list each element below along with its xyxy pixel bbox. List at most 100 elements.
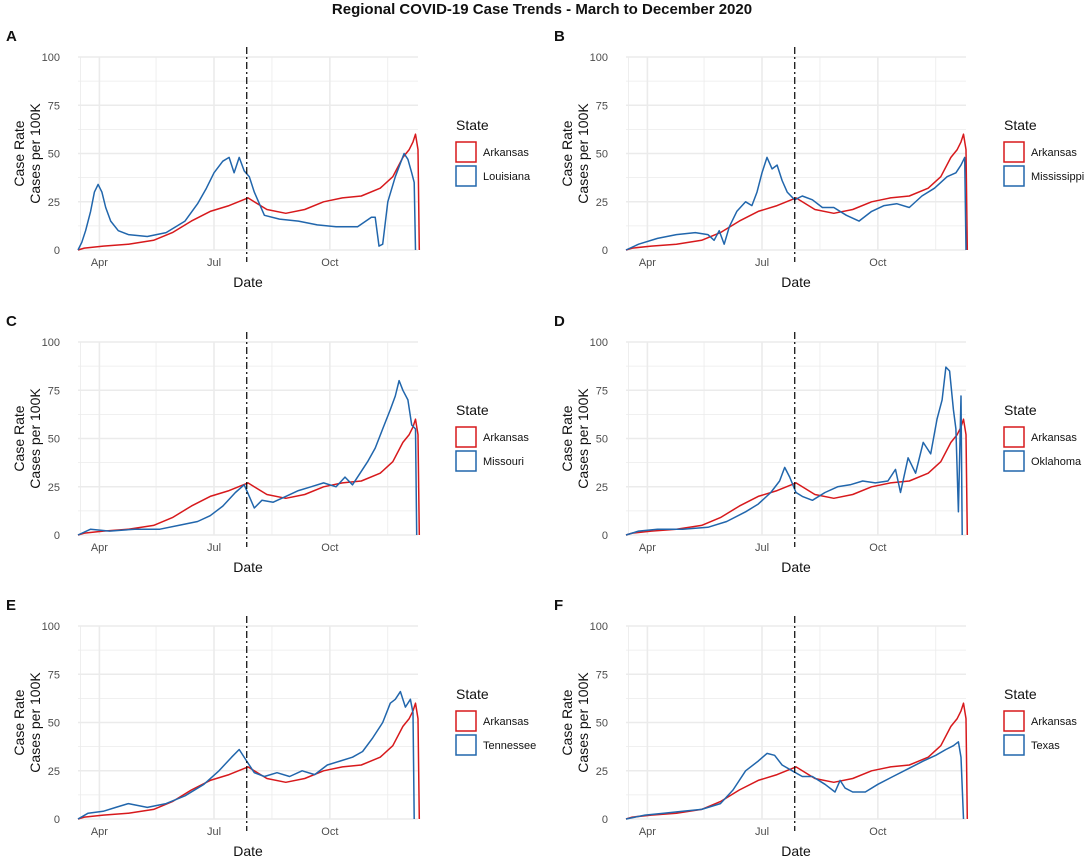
- x-axis-title: Date: [781, 274, 811, 290]
- legend-label-oklahoma: Oklahoma: [1031, 456, 1082, 468]
- legend-key-arkansas: [455, 141, 477, 163]
- x-tick-label: Jul: [755, 257, 769, 269]
- x-tick-label: Apr: [91, 542, 108, 554]
- series-line-texas: [625, 741, 965, 820]
- x-tick-label: Oct: [869, 826, 886, 838]
- legend-title: State: [456, 402, 489, 418]
- series-line-oklahoma: [625, 366, 963, 536]
- panel-e: 0 25 50 75 100 Apr Jul Oct E Date Case Rate Cases p…: [6, 597, 536, 859]
- y-tick-label: 75: [48, 100, 60, 112]
- y-tick-label: 50: [596, 149, 608, 161]
- y-tick-label: 50: [48, 434, 60, 446]
- legend-key-arkansas: [455, 710, 477, 732]
- panel-b: 0 25 50 75 100 Apr Jul Oct B Date Case Rate Cases p…: [554, 28, 1084, 290]
- legend-label-tennessee: Tennessee: [483, 740, 536, 752]
- y-axis-title: Case Rate: [559, 689, 575, 755]
- y-tick-label: 75: [48, 385, 60, 397]
- series-line-arkansas: [625, 133, 969, 251]
- y-axis-title: Cases per 100K: [575, 388, 591, 489]
- y-tick-label: 50: [48, 149, 60, 161]
- legend-label-arkansas: Arkansas: [483, 716, 529, 728]
- y-axis-title: Cases per 100K: [27, 672, 43, 773]
- y-axis-title: Cases per 100K: [575, 672, 591, 773]
- x-tick-label: Jul: [207, 826, 221, 838]
- legend-title: State: [456, 117, 489, 133]
- x-tick-label: Apr: [91, 257, 108, 269]
- series-line-arkansas: [625, 418, 969, 536]
- x-tick-label: Jul: [207, 542, 221, 554]
- legend-label-arkansas: Arkansas: [1031, 147, 1077, 159]
- y-tick-label: 100: [590, 337, 608, 349]
- y-tick-label: 25: [596, 197, 608, 209]
- series-line-arkansas: [77, 418, 421, 536]
- legend-label-arkansas: Arkansas: [1031, 716, 1077, 728]
- y-tick-label: 50: [596, 434, 608, 446]
- legend-label-missouri: Missouri: [483, 456, 524, 468]
- panel-label: F: [554, 597, 563, 614]
- y-tick-label: 0: [602, 814, 608, 826]
- legend-key-louisiana: [455, 165, 477, 187]
- y-axis-title: Case Rate: [559, 405, 575, 471]
- legend-label-arkansas: Arkansas: [483, 432, 529, 444]
- legend-key-arkansas: [455, 426, 477, 448]
- y-tick-label: 75: [596, 100, 608, 112]
- series-line-louisiana: [77, 152, 417, 251]
- x-tick-label: Oct: [321, 257, 338, 269]
- panel-f: 0 25 50 75 100 Apr Jul Oct F Date Case Rate Cases p…: [554, 597, 1077, 859]
- x-tick-label: Apr: [91, 826, 108, 838]
- x-tick-label: Oct: [321, 542, 338, 554]
- y-tick-label: 0: [602, 245, 608, 257]
- y-axis-title: Cases per 100K: [27, 103, 43, 204]
- series-line-arkansas: [77, 133, 421, 251]
- legend-title: State: [1004, 117, 1037, 133]
- y-tick-label: 25: [48, 197, 60, 209]
- legend-key-mississippi: [1003, 165, 1025, 187]
- legend-key-arkansas: [1003, 141, 1025, 163]
- y-tick-label: 75: [48, 669, 60, 681]
- series-line-missouri: [77, 379, 418, 536]
- y-tick-label: 25: [596, 766, 608, 778]
- legend-key-tennessee: [455, 734, 477, 756]
- legend-label-arkansas: Arkansas: [1031, 432, 1077, 444]
- y-tick-label: 25: [48, 482, 60, 494]
- x-tick-label: Jul: [207, 257, 221, 269]
- panel-a: 0 25 50 75 100 Apr Jul Oct A Date Case Rate Cases p…: [6, 28, 531, 290]
- panel-label: E: [6, 597, 16, 614]
- y-tick-label: 75: [596, 385, 608, 397]
- legend-title: State: [1004, 686, 1037, 702]
- legend-key-arkansas: [1003, 710, 1025, 732]
- series-line-arkansas: [625, 702, 969, 820]
- legend-label-texas: Texas: [1031, 740, 1060, 752]
- legend-key-arkansas: [1003, 426, 1025, 448]
- x-tick-label: Jul: [755, 542, 769, 554]
- y-tick-label: 75: [596, 669, 608, 681]
- panel-label: C: [6, 313, 17, 330]
- y-tick-label: 100: [590, 621, 608, 633]
- legend-key-missouri: [455, 450, 477, 472]
- legend-key-texas: [1003, 734, 1025, 756]
- y-tick-label: 100: [42, 337, 60, 349]
- y-tick-label: 100: [42, 621, 60, 633]
- x-tick-label: Apr: [639, 826, 656, 838]
- x-tick-label: Oct: [869, 542, 886, 554]
- legend-label-mississippi: Mississippi: [1031, 171, 1084, 183]
- series-line-tennessee: [77, 690, 415, 820]
- y-tick-label: 0: [54, 245, 60, 257]
- y-axis-title: Case Rate: [559, 120, 575, 186]
- y-tick-label: 100: [590, 52, 608, 64]
- legend-title: State: [1004, 402, 1037, 418]
- x-tick-label: Oct: [321, 826, 338, 838]
- y-tick-label: 50: [596, 718, 608, 730]
- x-axis-title: Date: [781, 843, 811, 859]
- x-tick-label: Apr: [639, 542, 656, 554]
- y-tick-label: 50: [48, 718, 60, 730]
- series-line-arkansas: [77, 702, 421, 820]
- y-axis-title: Cases per 100K: [575, 103, 591, 204]
- legend-label-arkansas: Arkansas: [483, 147, 529, 159]
- y-axis-title: Case Rate: [11, 120, 27, 186]
- x-tick-label: Jul: [755, 826, 769, 838]
- x-axis-title: Date: [233, 559, 263, 575]
- panel-label: B: [554, 28, 565, 45]
- panel-label: D: [554, 313, 565, 330]
